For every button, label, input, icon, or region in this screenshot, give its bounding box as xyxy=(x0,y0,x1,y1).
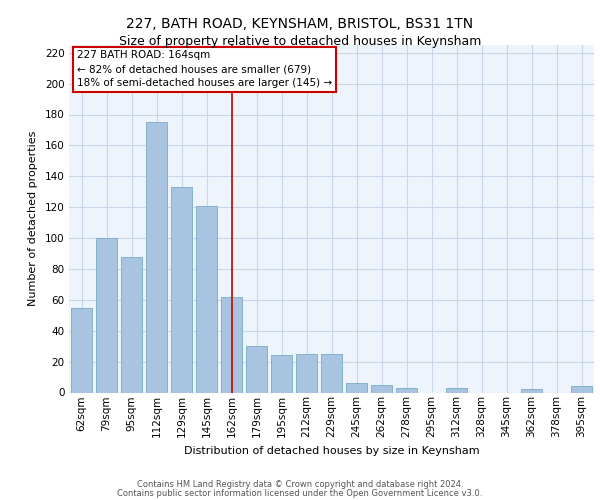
Bar xyxy=(121,256,142,392)
Bar xyxy=(221,296,242,392)
Bar xyxy=(296,354,317,393)
Bar xyxy=(71,308,92,392)
Y-axis label: Number of detached properties: Number of detached properties xyxy=(28,131,38,306)
Bar xyxy=(321,354,342,393)
Bar xyxy=(271,356,292,393)
Bar xyxy=(371,385,392,392)
Bar xyxy=(171,187,192,392)
Bar xyxy=(346,383,367,392)
Text: Contains HM Land Registry data © Crown copyright and database right 2024.: Contains HM Land Registry data © Crown c… xyxy=(137,480,463,489)
Bar xyxy=(446,388,467,392)
Text: 227, BATH ROAD, KEYNSHAM, BRISTOL, BS31 1TN: 227, BATH ROAD, KEYNSHAM, BRISTOL, BS31 … xyxy=(127,18,473,32)
Text: 227 BATH ROAD: 164sqm
← 82% of detached houses are smaller (679)
18% of semi-det: 227 BATH ROAD: 164sqm ← 82% of detached … xyxy=(77,50,332,88)
Text: Contains public sector information licensed under the Open Government Licence v3: Contains public sector information licen… xyxy=(118,488,482,498)
X-axis label: Distribution of detached houses by size in Keynsham: Distribution of detached houses by size … xyxy=(184,446,479,456)
Bar xyxy=(246,346,267,393)
Bar xyxy=(96,238,117,392)
Bar xyxy=(196,206,217,392)
Bar xyxy=(521,390,542,392)
Bar xyxy=(571,386,592,392)
Text: Size of property relative to detached houses in Keynsham: Size of property relative to detached ho… xyxy=(119,35,481,48)
Bar xyxy=(396,388,417,392)
Bar xyxy=(146,122,167,392)
